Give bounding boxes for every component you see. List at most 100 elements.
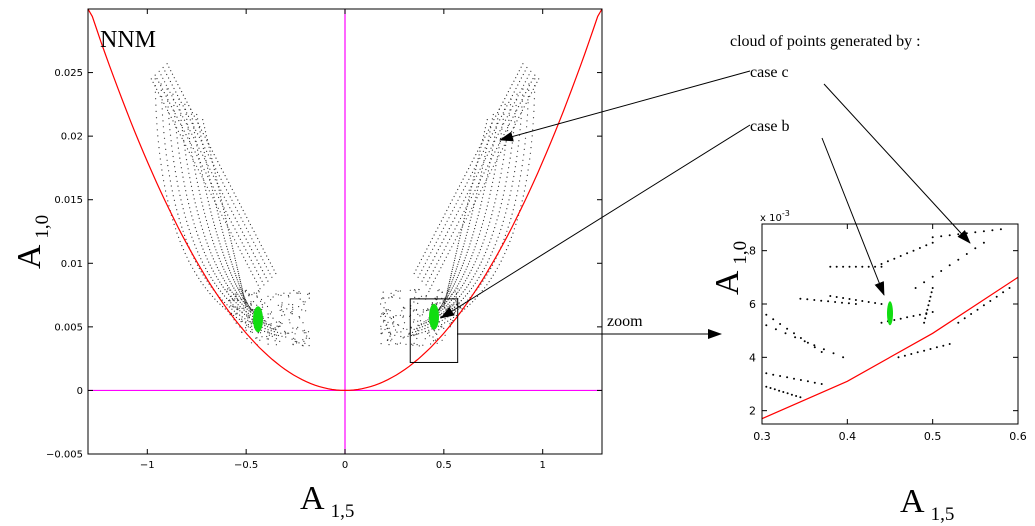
case-c-point: [392, 322, 394, 324]
zoom-case-c-point: [923, 349, 926, 352]
case-c-point: [204, 136, 206, 138]
case-c-point: [294, 340, 296, 343]
case-c-point: [214, 246, 216, 248]
case-c-point: [441, 339, 443, 341]
case-c-point: [423, 321, 425, 323]
case-c-point: [515, 87, 517, 90]
case-c-point: [402, 337, 404, 339]
case-c-point: [166, 94, 168, 96]
case-c-point: [427, 319, 429, 321]
case-c-point: [235, 242, 237, 244]
case-c-point: [534, 91, 536, 93]
case-c-point: [262, 259, 264, 261]
case-c-point: [476, 218, 478, 220]
case-c-point: [381, 332, 383, 334]
case-c-point: [269, 323, 271, 325]
case-c-point: [304, 342, 306, 344]
case-c-point: [507, 127, 509, 129]
case-c-point: [161, 114, 164, 116]
case-c-point: [426, 270, 429, 272]
case-c-point: [251, 320, 253, 322]
case-c-point: [165, 95, 167, 97]
case-c-point: [173, 199, 175, 201]
case-c-point: [267, 343, 269, 345]
case-c-point: [206, 193, 208, 195]
case-c-point: [533, 98, 536, 100]
case-c-point: [184, 185, 186, 187]
case-c-point: [181, 171, 183, 174]
case-c-point: [215, 206, 218, 208]
case-c-point: [429, 277, 431, 279]
case-c-point: [452, 305, 454, 307]
case-c-point: [211, 214, 213, 217]
case-c-point: [229, 237, 231, 239]
case-c-point: [453, 283, 455, 285]
case-c-point: [518, 185, 520, 187]
case-c-point: [168, 113, 170, 115]
case-c-point: [450, 235, 452, 237]
zoom-case-c-point: [813, 346, 816, 349]
case-c-point: [303, 329, 306, 331]
case-c-point: [532, 88, 534, 90]
zoom-case-c-point: [1002, 291, 1005, 294]
case-c-point: [267, 269, 269, 271]
case-c-point: [413, 334, 415, 337]
case-c-point: [490, 158, 492, 160]
case-c-point: [432, 270, 434, 272]
case-c-point: [268, 258, 270, 261]
case-c-point: [261, 308, 263, 311]
zoom-case-c-point: [957, 258, 960, 261]
case-c-point: [226, 297, 228, 299]
case-c-point: [178, 98, 180, 100]
case-c-point: [242, 209, 244, 212]
case-c-point: [473, 249, 475, 251]
case-c-point: [188, 151, 190, 153]
case-c-point: [164, 70, 166, 72]
case-c-point: [177, 185, 179, 187]
case-c-point: [439, 223, 441, 226]
case-c-point: [514, 113, 516, 115]
zoom-case-c-point: [974, 247, 977, 250]
case-c-point: [227, 203, 229, 205]
case-c-point: [460, 232, 462, 234]
case-c-point: [445, 256, 447, 258]
zoom-case-c-point: [899, 255, 902, 257]
case-c-point: [222, 193, 224, 195]
case-c-point: [246, 216, 248, 219]
case-c-point: [496, 158, 498, 160]
case-c-point: [507, 130, 509, 132]
case-c-point: [236, 279, 238, 281]
case-c-point: [166, 73, 168, 76]
case-c-point: [491, 264, 494, 266]
zoom-case-c-point: [765, 324, 768, 327]
case-c-point: [431, 284, 433, 286]
case-c-point: [245, 300, 247, 302]
case-c-point: [234, 272, 236, 275]
case-c-point: [172, 155, 174, 158]
case-c-point: [212, 218, 214, 220]
case-c-point: [466, 193, 468, 195]
case-c-point: [514, 121, 516, 123]
case-c-point: [413, 319, 415, 321]
case-c-point: [267, 280, 269, 282]
case-c-point: [258, 291, 260, 293]
case-c-point: [154, 85, 156, 87]
case-c-point: [469, 192, 471, 195]
case-c-point: [446, 293, 448, 295]
case-c-point: [521, 106, 523, 108]
case-c-point: [172, 219, 174, 221]
case-c-point: [251, 329, 253, 331]
case-c-point: [440, 310, 442, 312]
case-c-point: [217, 213, 219, 215]
case-c-point: [200, 129, 203, 131]
case-c-point: [237, 304, 239, 306]
case-c-point: [166, 63, 168, 65]
case-c-point: [256, 248, 258, 250]
case-c-point: [269, 273, 271, 275]
case-c-point: [395, 343, 397, 345]
case-c-point: [208, 261, 210, 263]
case-c-point: [224, 257, 226, 259]
case-c-point: [520, 205, 522, 207]
case-c-point: [180, 119, 182, 121]
zoom-case-c-point: [779, 375, 782, 377]
